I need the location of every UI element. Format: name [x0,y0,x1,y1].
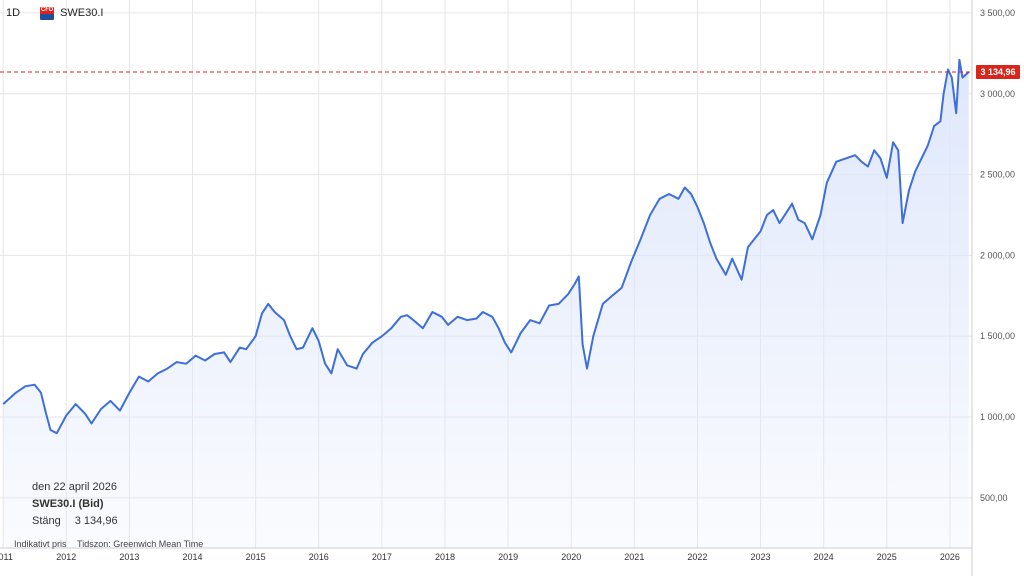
y-tick-label: 2 000,00 [980,250,1015,260]
y-tick-label: 500,00 [980,493,1008,503]
tooltip-close-label: Stäng [32,515,61,527]
x-tick-label: 2024 [814,552,834,562]
y-tick-label: 1 500,00 [980,331,1015,341]
x-tick-label: 2014 [182,552,202,562]
x-tick-label: 2016 [309,552,329,562]
x-tick-label: 2022 [687,552,707,562]
cfd-logo-icon: CFD [40,6,55,20]
x-tick-label: 2015 [246,552,266,562]
y-tick-label: 3 000,00 [980,89,1015,99]
cfd-logo-text: CFD [40,6,54,13]
x-tick-label: 2017 [372,552,392,562]
y-tick-label: 2 500,00 [980,170,1015,180]
x-tick-label: 2020 [561,552,581,562]
x-tick-label: 2013 [119,552,139,562]
y-tick-label: 1 000,00 [980,412,1015,422]
last-price-tag-box [976,64,1020,79]
symbol-name[interactable]: SWE30.I [60,7,104,19]
x-tick-label: 2012 [56,552,76,562]
x-tick-label: 2018 [435,552,455,562]
price-area-fill [3,59,969,549]
chart-header: 1D CFD SWE30.I [6,5,103,21]
x-tick-label: 2021 [624,552,644,562]
last-price-tag-label: 3 134,96 [980,67,1015,77]
x-tick-label: 2023 [751,552,771,562]
tooltip-date: den 22 april 2026 [32,481,118,493]
x-tick-label: 2026 [940,552,960,562]
price-axis: 500,00 1 000,00 1 500,00 2 000,00 2 500,00 3 … [980,8,1015,503]
y-tick-label: 3 500,00 [980,8,1015,18]
last-price-tag: 3 134,96 [976,64,1020,79]
price-type-note: Indikativt pris [14,539,67,549]
x-tick-label: 2011 [0,552,13,562]
chart-footer: Indikativt pris Tidszon: Greenwich Mean … [14,539,203,549]
x-tick-label: 2019 [498,552,518,562]
timeframe-selector[interactable]: 1D [6,7,21,19]
price-series-line [2,58,970,435]
x-tick-label: 2025 [877,552,897,562]
timezone-note: Tidszon: Greenwich Mean Time [77,539,204,549]
data-tooltip: den 22 april 2026 SWE30.I (Bid) Stäng 3 1… [32,479,118,530]
time-axis: 2011 2012 2013 2014 2015 2016 2017 2018 2019 2020… [0,552,960,562]
tooltip-close-row: Stäng 3 134,96 [32,513,118,530]
tooltip-symbol: SWE30.I (Bid) [32,498,104,510]
tooltip-close-value: 3 134,96 [74,515,118,527]
